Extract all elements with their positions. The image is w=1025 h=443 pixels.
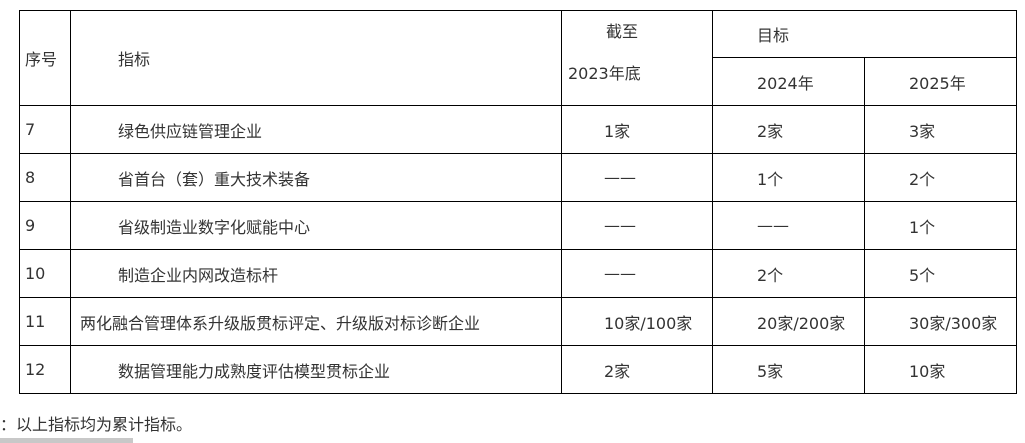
cell-current: —— xyxy=(561,201,713,250)
cell-y2024: 1个 xyxy=(712,153,865,202)
table-row: 8 省首台（套）重大技术装备 —— 1个 2个 xyxy=(19,153,1017,202)
cell-indicator: 数据管理能力成熟度评估模型贯标企业 xyxy=(70,345,562,394)
cell-y2025: 5个 xyxy=(864,249,1017,298)
header-2025: 2025年 xyxy=(864,57,1017,106)
cell-indicator: 省级制造业数字化赋能中心 xyxy=(70,201,562,250)
cell-seq: 12 xyxy=(19,345,71,394)
cell-y2024: 5家 xyxy=(712,345,865,394)
header-seq: 序号 xyxy=(19,10,71,106)
cell-current: —— xyxy=(561,153,713,202)
header-target: 目标 xyxy=(712,10,1017,58)
header-current: 截至 2023年底 xyxy=(561,10,713,106)
header-row: 序号 指标 截至 2023年底 目标 xyxy=(19,10,1017,106)
table-row: 11 两化融合管理体系升级版贯标评定、升级版对标诊断企业 10家/100家 20家/2… xyxy=(19,297,1017,346)
cell-current: 2家 xyxy=(561,345,713,394)
cell-seq: 9 xyxy=(19,201,71,250)
cell-y2025: 30家/300家 xyxy=(864,297,1017,346)
table-row: 10 制造企业内网改造标杆 —— 2个 5个 xyxy=(19,249,1017,298)
cell-seq: 10 xyxy=(19,249,71,298)
cell-current: 10家/100家 xyxy=(561,297,713,346)
cell-y2024: 2个 xyxy=(712,249,865,298)
horizontal-scrollbar[interactable] xyxy=(0,438,133,443)
cell-indicator: 省首台（套）重大技术装备 xyxy=(70,153,562,202)
cell-y2025: 3家 xyxy=(864,105,1017,154)
table-row: 9 省级制造业数字化赋能中心 —— —— 1个 xyxy=(19,201,1017,250)
cell-seq: 7 xyxy=(19,105,71,154)
table-row: 7 绿色供应链管理企业 1家 2家 3家 xyxy=(19,105,1017,154)
cell-y2025: 2个 xyxy=(864,153,1017,202)
cell-y2024: —— xyxy=(712,201,865,250)
cell-current: 1家 xyxy=(561,105,713,154)
header-2024: 2024年 xyxy=(712,57,865,106)
cell-y2024: 2家 xyxy=(712,105,865,154)
cell-current: —— xyxy=(561,249,713,298)
cell-indicator: 两化融合管理体系升级版贯标评定、升级版对标诊断企业 xyxy=(70,297,562,346)
header-current-line2: 2023年底 xyxy=(568,64,641,83)
cell-y2025: 1个 xyxy=(864,201,1017,250)
header-current-line1: 截至 xyxy=(606,22,639,41)
cell-y2025: 10家 xyxy=(864,345,1017,394)
header-indicator: 指标 xyxy=(70,10,562,106)
table-row: 12 数据管理能力成熟度评估模型贯标企业 2家 5家 10家 xyxy=(19,345,1017,394)
header-row-years: 2024年 2025年 xyxy=(20,57,1017,106)
cell-indicator: 制造企业内网改造标杆 xyxy=(70,249,562,298)
footnote: ：以上指标均为累计指标。 xyxy=(0,415,193,434)
cell-seq: 11 xyxy=(19,297,71,346)
cell-y2024: 20家/200家 xyxy=(712,297,865,346)
cell-seq: 8 xyxy=(19,153,71,202)
cell-indicator: 绿色供应链管理企业 xyxy=(70,105,562,154)
indicator-table: 序号 指标 截至 2023年底 目标 2024年 2025年 7 绿色供应链管理企… xyxy=(19,10,1017,394)
